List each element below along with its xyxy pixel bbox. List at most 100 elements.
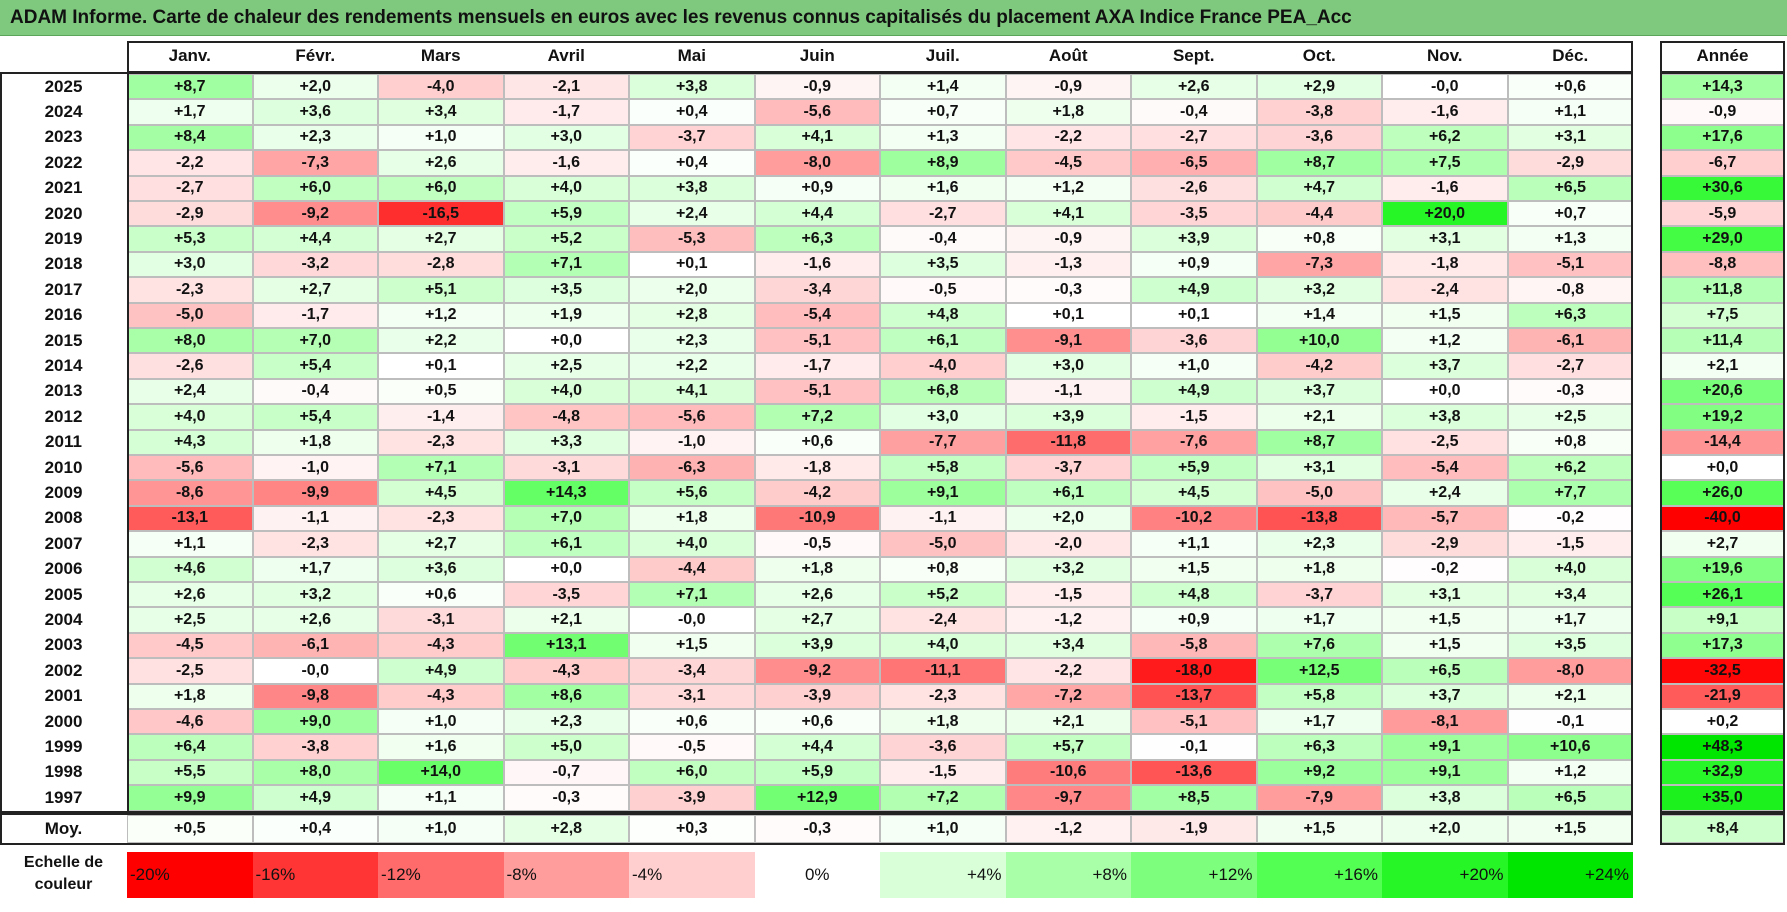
column-header: Sept.	[1172, 46, 1215, 65]
heatmap-cell: +0,8	[1507, 429, 1633, 455]
heatmap-cell: +9,1	[1382, 734, 1508, 760]
annual-cell: -40,0	[1660, 505, 1785, 532]
heatmap-cell: +3,4	[1507, 582, 1633, 608]
heatmap-cell: +5,2	[880, 582, 1006, 608]
heatmap-cell: +1,0	[378, 709, 504, 735]
heatmap-cell: +6,3	[1256, 734, 1382, 760]
column-header: Janv.	[168, 46, 211, 65]
row-year-label: 2002	[44, 660, 83, 680]
heatmap-cell: +4,0	[1507, 556, 1633, 582]
heatmap-cell: -1,5	[1131, 404, 1257, 430]
heatmap-cell: +3,6	[378, 556, 504, 582]
heatmap-cell: -1,8	[754, 455, 880, 481]
heatmap-cell: -3,1	[503, 455, 629, 481]
annual-cell: -14,4	[1660, 429, 1785, 455]
heatmap-cell: +1,7	[1507, 607, 1633, 633]
color-scale-stop: -12%	[378, 852, 504, 898]
color-scale-stop: +4%	[880, 852, 1006, 898]
heatmap-cell: +1,0	[1131, 353, 1257, 379]
heatmap-cell: +0,6	[378, 582, 504, 608]
average-cell: -0,3	[754, 814, 880, 843]
heatmap-cell: -2,9	[127, 201, 253, 227]
heatmap-cell: +1,7	[127, 99, 253, 125]
heatmap-cell: +1,8	[127, 683, 253, 709]
heatmap-cell: +2,9	[1256, 74, 1382, 100]
heatmap-cell: +5,9	[503, 201, 629, 227]
row-year-label: 2019	[44, 229, 83, 249]
heatmap-cell: +7,1	[629, 582, 755, 608]
heatmap-cell: -3,6	[1256, 124, 1382, 151]
heatmap-cell: +3,6	[252, 99, 378, 125]
heatmap-cell: +6,4	[127, 734, 253, 760]
annual-cell: -8,8	[1660, 251, 1785, 278]
heatmap-cell: -2,2	[1005, 124, 1131, 151]
heatmap-cell: +1,8	[880, 709, 1006, 735]
column-header: Mars	[420, 46, 461, 65]
heatmap-cell: -5,7	[1382, 505, 1508, 532]
heatmap-cell: +2,5	[1507, 404, 1633, 430]
heatmap-cell: +9,2	[1256, 759, 1382, 786]
row-year-label: 2008	[44, 508, 83, 528]
heatmap-cell: +1,5	[1131, 556, 1257, 582]
annual-cell: +20,6	[1660, 378, 1785, 405]
heatmap-cell: +0,1	[378, 353, 504, 379]
heatmap-cell: +1,5	[629, 632, 755, 659]
heatmap-cell: +4,5	[1131, 480, 1257, 506]
heatmap-cell: +2,7	[754, 607, 880, 633]
heatmap-cell: +10,6	[1507, 734, 1633, 760]
heatmap-cell: -0,1	[1507, 709, 1633, 735]
heatmap-cell: -5,4	[1382, 455, 1508, 481]
annual-cell: -0,9	[1660, 99, 1785, 125]
heatmap-cell: -5,6	[629, 404, 755, 430]
heatmap-cell: +2,6	[127, 582, 253, 608]
row-year-label: 2009	[44, 483, 83, 503]
heatmap-cell: +7,1	[503, 251, 629, 278]
heatmap-cell: -3,6	[880, 734, 1006, 760]
row-year-label: 2021	[44, 178, 83, 198]
heatmap-cell: +2,8	[629, 302, 755, 328]
heatmap-cell: +0,6	[754, 709, 880, 735]
heatmap-cell: +3,9	[754, 632, 880, 659]
heatmap-cell: +7,1	[378, 455, 504, 481]
heatmap-cell: +6,3	[754, 226, 880, 252]
heatmap-cell: -1,5	[1507, 531, 1633, 557]
heatmap-cell: +1,5	[1382, 302, 1508, 328]
heatmap-cell: +5,8	[1256, 683, 1382, 709]
heatmap-cell: +0,9	[1131, 251, 1257, 278]
row-year-label: 2003	[44, 635, 83, 655]
annual-cell: +19,2	[1660, 404, 1785, 430]
heatmap-cell: +5,9	[1131, 455, 1257, 481]
heatmap-cell: +2,4	[1382, 480, 1508, 506]
heatmap-cell: +14,0	[378, 759, 504, 786]
heatmap-cell: -5,0	[880, 531, 1006, 557]
heatmap-cell: -7,3	[1256, 251, 1382, 278]
heatmap-cell: +4,0	[503, 378, 629, 405]
heatmap-cell: +1,7	[1256, 607, 1382, 633]
annual-cell: +17,3	[1660, 632, 1785, 659]
heatmap-cell: -1,4	[378, 404, 504, 430]
heatmap-cell: -4,4	[1256, 201, 1382, 227]
heatmap-cell: -0,5	[880, 277, 1006, 303]
row-year-label: 2023	[44, 127, 83, 147]
annual-cell: +26,0	[1660, 480, 1785, 506]
heatmap-cell: -6,5	[1131, 150, 1257, 176]
heatmap-cell: +0,1	[629, 251, 755, 278]
heatmap-cell: +12,9	[754, 785, 880, 811]
heatmap-cell: -3,9	[754, 683, 880, 709]
heatmap-cell: +6,0	[378, 175, 504, 201]
average-cell: +1,5	[1256, 814, 1382, 843]
average-cell: +0,3	[629, 814, 755, 843]
heatmap-cell: +3,1	[1256, 455, 1382, 481]
heatmap-cell: +3,7	[1256, 378, 1382, 405]
color-scale-stop: -4%	[629, 852, 755, 898]
heatmap-cell: -13,6	[1131, 759, 1257, 786]
heatmap-cell: -6,3	[629, 455, 755, 481]
heatmap-cell: +1,7	[252, 556, 378, 582]
annual-cell: +11,4	[1660, 328, 1785, 354]
heatmap-cell: +2,1	[1256, 404, 1382, 430]
heatmap-cell: -0,4	[1131, 99, 1257, 125]
color-scale-stop: 0%	[754, 852, 880, 898]
heatmap-cell: +2,5	[503, 353, 629, 379]
heatmap-cell: +6,2	[1382, 124, 1508, 151]
heatmap-cell: -2,3	[127, 277, 253, 303]
